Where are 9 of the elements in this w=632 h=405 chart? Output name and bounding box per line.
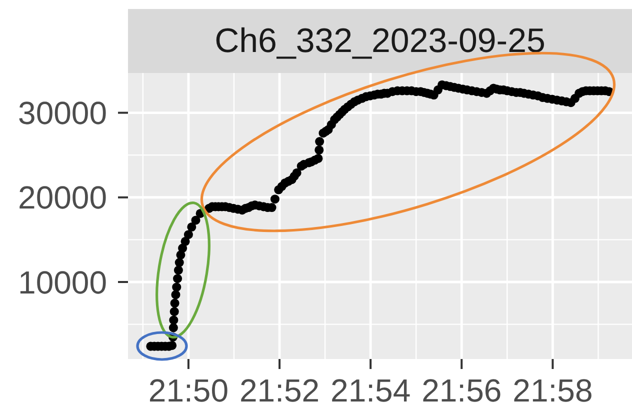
y-tick-label: 30000 <box>18 95 107 132</box>
x-tick-label: 21:56 <box>422 372 502 405</box>
x-tick-label: 21:50 <box>148 372 228 405</box>
x-tick-label: 21:58 <box>512 372 593 405</box>
y-tick-label: 10000 <box>18 264 107 300</box>
x-tick-label: 21:54 <box>330 372 411 405</box>
y-tick-label: 20000 <box>18 180 107 216</box>
x-tick-label: 21:52 <box>239 372 320 405</box>
chart-title: Ch6_332_2023-09-25 <box>214 22 546 60</box>
